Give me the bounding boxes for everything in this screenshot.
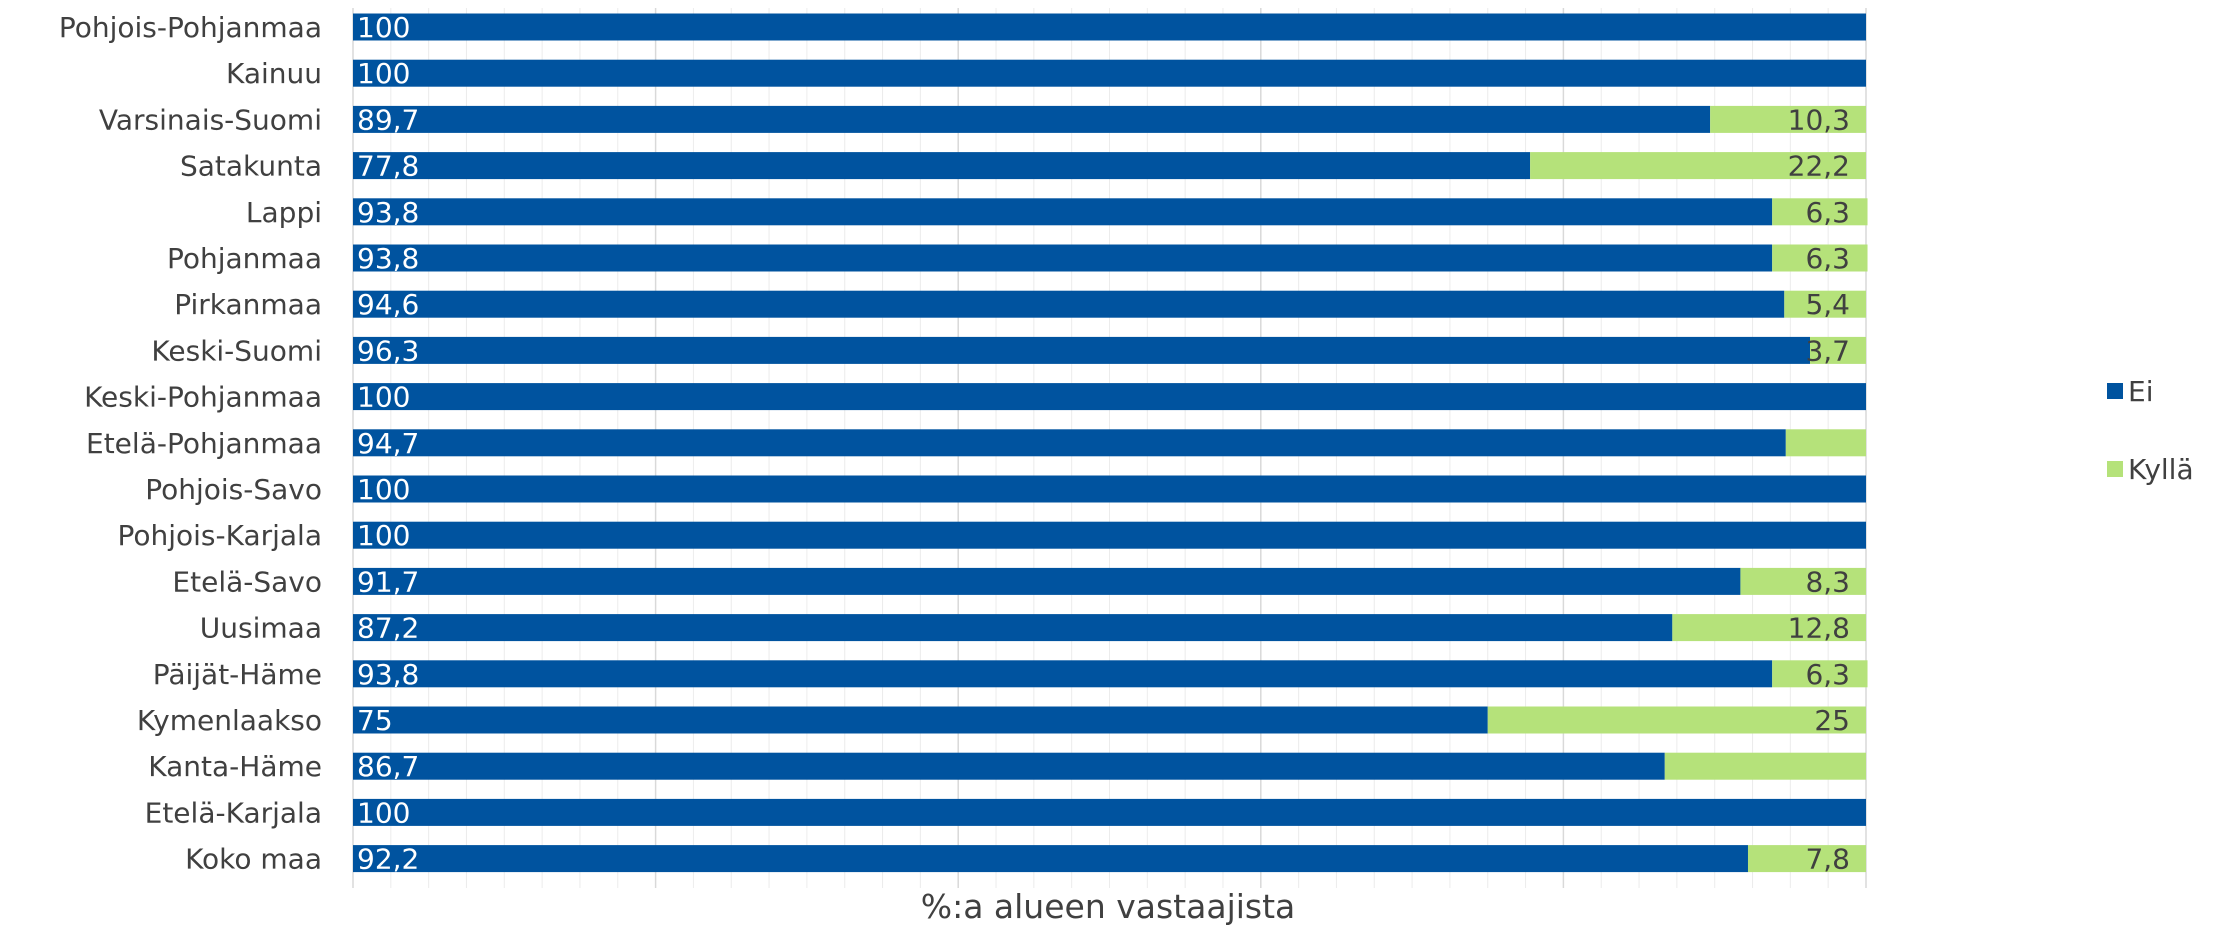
data-label-ei: 93,8: [357, 196, 419, 229]
bar-ei: [353, 660, 1773, 688]
bar-kylla: [1664, 752, 1866, 780]
bar-ei: [353, 475, 1866, 503]
category-label: Etelä-Pohjanmaa: [86, 427, 322, 460]
category-label: Pohjanmaa: [167, 242, 322, 275]
data-label-ei: 94,6: [357, 288, 419, 321]
category-label: Kainuu: [226, 57, 322, 90]
data-label-ei: 100: [357, 11, 410, 44]
category-label: Lappi: [246, 196, 322, 229]
legend-swatch: [2107, 383, 2123, 399]
category-label: Koko maa: [185, 843, 322, 876]
category-label: Varsinais-Suomi: [99, 103, 322, 136]
data-label-ei: 75: [357, 704, 393, 737]
data-label-ei: 94,7: [357, 427, 419, 460]
bar-kylla: [1672, 614, 1866, 642]
x-axis-title: %:a alueen vastaajista: [921, 887, 1296, 926]
data-label-ei: 86,7: [357, 750, 419, 783]
bar-kylla: [1785, 429, 1866, 457]
data-label-kylla: 8,3: [1805, 565, 1850, 598]
data-label-ei: 93,8: [357, 242, 419, 275]
bar-kylla: [1747, 845, 1866, 873]
data-label-kylla: 25: [1814, 704, 1850, 737]
category-label: Keski-Pohjanmaa: [84, 381, 322, 414]
legend-swatch: [2107, 461, 2123, 477]
data-label-ei: 100: [357, 381, 410, 414]
data-labels: 100 100 89,7 10,3 77,8 22,2 93,8 6,3 93,8 6,3 94,6…: [357, 11, 1850, 876]
category-label: Pohjois-Pohjanmaa: [59, 11, 322, 44]
category-label: Etelä-Savo: [172, 565, 322, 598]
bar-ei: [353, 59, 1866, 87]
category-label: Päijät-Häme: [153, 658, 322, 691]
data-label-ei: 93,8: [357, 658, 419, 691]
bar-ei: [353, 336, 1811, 364]
data-label-ei: 87,2: [357, 612, 419, 645]
bar-ei: [353, 244, 1773, 272]
bar-kylla: [1810, 336, 1866, 364]
bar-kylla: [1530, 152, 1866, 180]
bar-ei: [353, 752, 1665, 780]
bar-kylla: [1784, 290, 1866, 318]
category-label: Pohjois-Karjala: [117, 519, 322, 552]
data-label-kylla: 22,2: [1788, 150, 1850, 183]
bar-ei: [353, 614, 1673, 642]
bar-kylla: [1487, 706, 1866, 734]
bar-kylla: [1740, 567, 1866, 595]
bar-ei: [353, 198, 1773, 226]
legend: Ei Kyllä: [2107, 375, 2194, 486]
bar-ei: [353, 13, 1866, 41]
bar-kylla: [1710, 105, 1866, 133]
data-label-kylla: 6,3: [1805, 242, 1850, 275]
legend-label: Ei: [2128, 375, 2153, 408]
bar-ei: [353, 152, 1531, 180]
data-label-kylla: 3,7: [1805, 334, 1850, 367]
bar-ei: [353, 290, 1785, 318]
bar-kylla: [1772, 660, 1868, 688]
category-label: Pirkanmaa: [174, 288, 322, 321]
data-label-kylla: 7,8: [1805, 843, 1850, 876]
category-label: Uusimaa: [200, 612, 322, 645]
data-label-kylla: 12,8: [1788, 612, 1850, 645]
data-label-ei: 100: [357, 519, 410, 552]
bar-ei: [353, 383, 1866, 411]
category-label: Kymenlaakso: [137, 704, 322, 737]
bar-ei: [353, 706, 1488, 734]
bar-ei: [353, 105, 1711, 133]
bar-ei: [353, 845, 1748, 873]
category-label: Satakunta: [180, 150, 322, 183]
bar-ei: [353, 429, 1786, 457]
bar-ei: [353, 521, 1866, 549]
category-label: Keski-Suomi: [151, 334, 322, 367]
data-label-ei: 100: [357, 796, 410, 829]
category-label: Kanta-Häme: [148, 750, 322, 783]
data-label-ei: 92,2: [357, 843, 419, 876]
data-label-kylla: 6,3: [1805, 196, 1850, 229]
category-label: Etelä-Karjala: [145, 796, 322, 829]
data-label-kylla: 10,3: [1788, 103, 1850, 136]
data-label-kylla: 5,4: [1805, 288, 1850, 321]
bar-ei: [353, 567, 1741, 595]
bar-kylla: [1772, 244, 1868, 272]
data-label-ei: 96,3: [357, 334, 419, 367]
category-labels: Pohjois-Pohjanmaa Kainuu Varsinais-Suomi Sa…: [59, 11, 322, 876]
legend-label: Kyllä: [2128, 453, 2194, 486]
data-label-ei: 91,7: [357, 565, 419, 598]
bar-kylla: [1772, 198, 1868, 226]
bars: [353, 13, 1868, 873]
data-label-ei: 89,7: [357, 103, 419, 136]
data-label-ei: 100: [357, 473, 410, 506]
bar-ei: [353, 798, 1866, 826]
category-label: Pohjois-Savo: [145, 473, 322, 506]
data-label-kylla: 6,3: [1805, 658, 1850, 691]
data-label-ei: 77,8: [357, 150, 419, 183]
data-label-ei: 100: [357, 57, 410, 90]
